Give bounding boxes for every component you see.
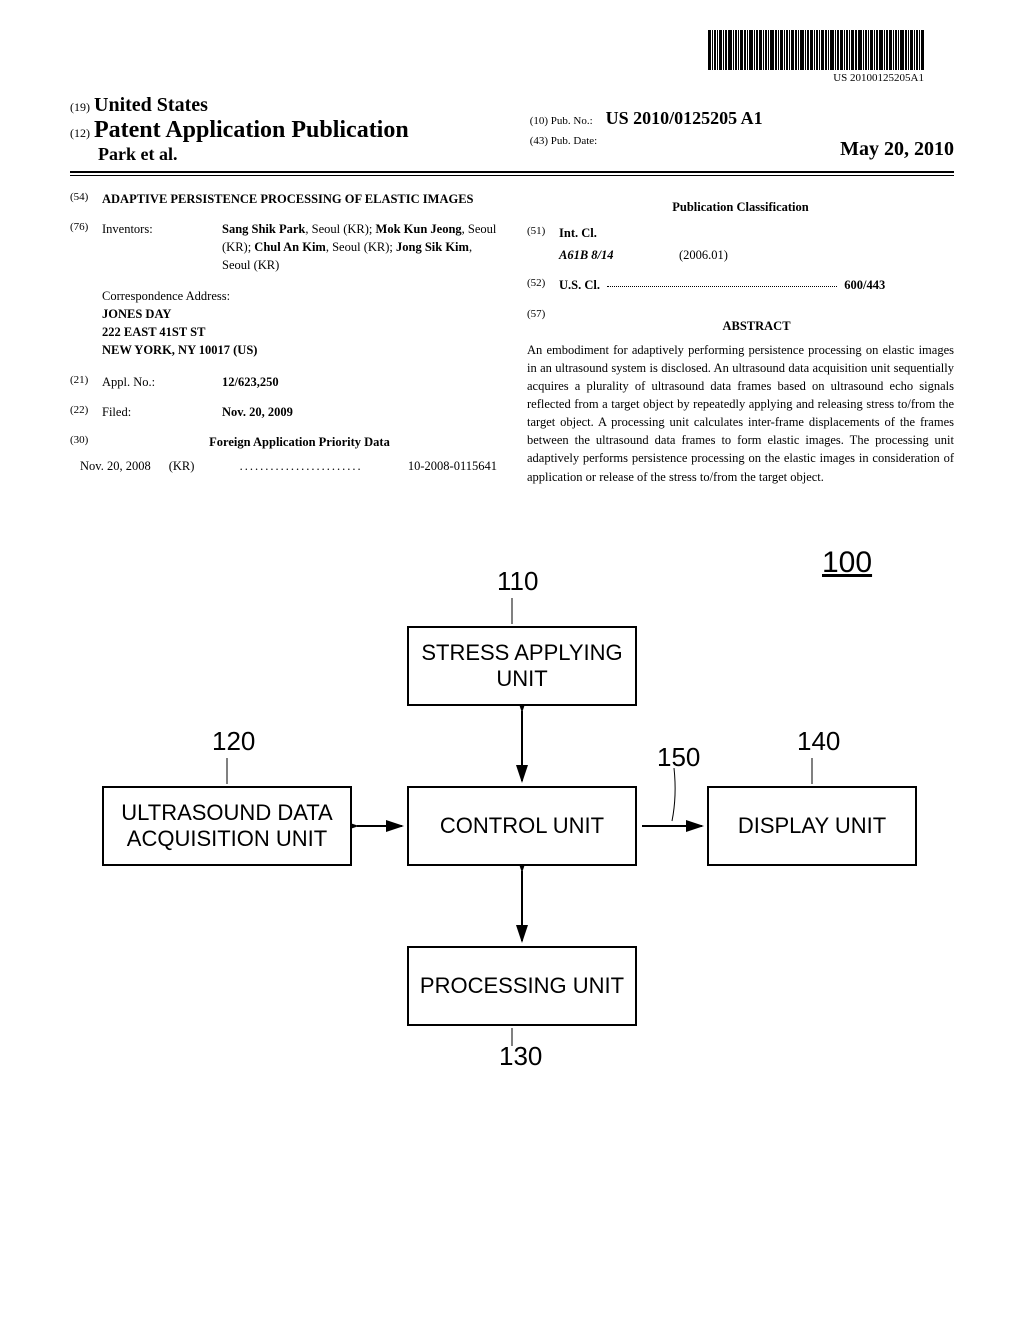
applno-label: Appl. No.: (102, 373, 222, 391)
inventor-3: Chul An Kim (254, 240, 326, 254)
diagram-label-150: 150 (657, 742, 700, 773)
field-57-num: (57) (527, 307, 559, 341)
field-52-num: (52) (527, 276, 559, 294)
field-19-num: (19) (70, 100, 90, 114)
header-row: (19) United States (12) Patent Applicati… (70, 94, 954, 165)
country-name: United States (94, 94, 208, 116)
application-number: 12/623,250 (222, 373, 497, 391)
priority-country: (KR) (169, 457, 195, 475)
publication-number: US 2010/0125205 A1 (606, 108, 763, 128)
field-54-num: (54) (70, 190, 102, 208)
inventors-list: Sang Shik Park, Seoul (KR); Mok Kun Jeon… (222, 220, 497, 274)
uscl-code: 600/443 (844, 278, 885, 292)
field-30-num: (30) (70, 433, 102, 451)
intcl-date: (2006.01) (679, 246, 728, 264)
priority-date: Nov. 20, 2008 (80, 457, 151, 475)
intcl-label: Int. Cl. (559, 224, 954, 242)
publication-type: Patent Application Publication (94, 117, 409, 143)
uscl-label: U.S. Cl. (559, 278, 600, 292)
diagram-label-100: 100 (822, 546, 872, 580)
dots-filler: ........................ (194, 457, 407, 475)
diagram-label-130: 130 (499, 1041, 542, 1072)
pubdate-label: (43) Pub. Date: (530, 133, 598, 165)
correspondence-label: Correspondence Address: (102, 287, 497, 305)
publication-date: May 20, 2010 (840, 133, 954, 165)
field-51-num: (51) (527, 224, 559, 242)
left-column: (54) ADAPTIVE PERSISTENCE PROCESSING OF … (70, 190, 497, 486)
inventor-4: Jong Sik Kim (396, 240, 469, 254)
author-surname: Park et al. (98, 144, 494, 165)
priority-appno: 10-2008-0115641 (408, 457, 497, 475)
abstract-text: An embodiment for adaptively performing … (527, 341, 954, 486)
divider-thin (70, 175, 954, 176)
box-ultrasound-data-acquisition-unit: ULTRASOUND DATA ACQUISITION UNIT (102, 786, 352, 866)
correspondence-firm: JONES DAY (102, 305, 497, 323)
inventor-1: Sang Shik Park (222, 222, 305, 236)
diagram-label-110: 110 (497, 566, 538, 597)
abstract-heading: ABSTRACT (559, 317, 954, 335)
correspondence-city: NEW YORK, NY 10017 (US) (102, 341, 497, 359)
pubno-label: (10) Pub. No.: (530, 115, 593, 127)
intcl-code: A61B 8/14 (559, 246, 679, 264)
right-column: Publication Classification (51) Int. Cl.… (527, 190, 954, 486)
invention-title: ADAPTIVE PERSISTENCE PROCESSING OF ELAST… (102, 190, 497, 208)
box-control-unit: CONTROL UNIT (407, 786, 637, 866)
inventor-2: Mok Kun Jeong (376, 222, 462, 236)
correspondence-street: 222 EAST 41ST ST (102, 323, 497, 341)
field-22-num: (22) (70, 403, 102, 421)
box-processing-unit: PROCESSING UNIT (407, 946, 637, 1026)
bibliographic-columns: (54) ADAPTIVE PERSISTENCE PROCESSING OF … (70, 190, 954, 486)
foreign-priority-heading: Foreign Application Priority Data (102, 433, 497, 451)
diagram-label-140: 140 (797, 726, 840, 757)
field-76-num: (76) (70, 220, 102, 274)
block-diagram: 100 110 120 130 140 150 STRESS APPLYING … (82, 536, 942, 1056)
box-display-unit: DISPLAY UNIT (707, 786, 917, 866)
barcode-icon (708, 30, 924, 70)
inventors-label: Inventors: (102, 220, 222, 274)
filed-date: Nov. 20, 2009 (222, 403, 497, 421)
barcode-block: US 20100125205A1 (70, 30, 954, 84)
barcode-text: US 20100125205A1 (833, 72, 924, 84)
box-stress-applying-unit: STRESS APPLYING UNIT (407, 626, 637, 706)
dots-filler-2 (607, 286, 837, 287)
field-21-num: (21) (70, 373, 102, 391)
diagram-label-120: 120 (212, 726, 255, 757)
pubclass-heading: Publication Classification (527, 198, 954, 216)
divider-thick (70, 171, 954, 173)
field-12-num: (12) (70, 126, 90, 140)
filed-label: Filed: (102, 403, 222, 421)
